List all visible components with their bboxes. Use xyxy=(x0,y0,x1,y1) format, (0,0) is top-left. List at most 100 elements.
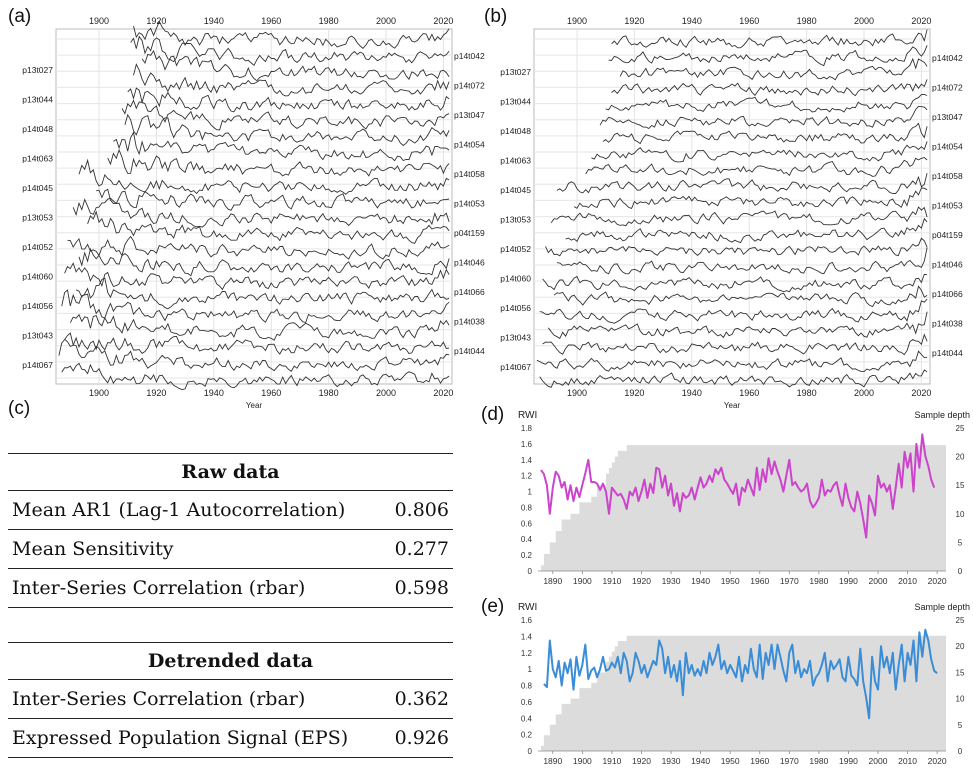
series-line xyxy=(556,173,928,194)
series-line xyxy=(78,247,450,277)
series-label-left: p14t067 xyxy=(22,360,53,370)
statistics-table: Raw data Mean AR1 (Lag-1 Autocorrelation)… xyxy=(8,453,453,758)
series-label-left: p14t045 xyxy=(500,185,531,195)
series-label-left: p14t063 xyxy=(22,154,53,164)
series-label-right: p14t058 xyxy=(932,171,963,181)
x-tick-label: 1890 xyxy=(543,576,562,586)
y-tick-label: 1 xyxy=(528,665,533,674)
stat-value: 0.362 xyxy=(394,688,449,710)
series-label-left: p13t027 xyxy=(500,67,531,77)
series-label-right: p14t046 xyxy=(454,258,485,268)
x-tick-label: 2010 xyxy=(898,756,917,766)
series-label-right: p14t038 xyxy=(932,319,963,329)
x-tick-label-top: 2000 xyxy=(854,16,874,26)
sample-depth-area xyxy=(540,445,946,571)
series-label-right: p14t046 xyxy=(932,260,963,270)
y-right-tick-label: 0 xyxy=(958,567,963,576)
series-line xyxy=(550,206,928,227)
series-label-left: p14t067 xyxy=(500,362,531,372)
series-label-left: p13t043 xyxy=(500,333,531,343)
x-tick-label: 1980 xyxy=(797,388,817,398)
x-tick-label: 1890 xyxy=(543,756,562,766)
x-tick-label: 1900 xyxy=(567,388,587,398)
series-line xyxy=(130,35,450,67)
series-label-left: p14t063 xyxy=(500,156,531,166)
x-tick-label: 1950 xyxy=(721,756,740,766)
raw-chronology-chart: 0 0.2 0.4 0.6 0.8 1 1.2 1.4 1.6 1.8 0 5 10 15 20 25 1890… xyxy=(518,410,970,586)
x-tick-label: 2020 xyxy=(928,576,947,586)
series-line xyxy=(539,298,928,324)
x-tick-label: 1950 xyxy=(721,576,740,586)
x-tick-label-top: 1920 xyxy=(146,16,166,26)
x-tick-label: 1920 xyxy=(632,756,651,766)
y-axis-label: RWI xyxy=(518,602,537,613)
panel-a-letter: (a) xyxy=(8,6,32,27)
series-line xyxy=(96,188,450,211)
y-tick-label: 1.6 xyxy=(521,440,533,449)
series-line xyxy=(107,148,450,177)
x-tick-label-top: 1960 xyxy=(739,16,759,26)
y-right-axis-label: Sample depth xyxy=(914,410,970,420)
stat-label: Inter-Series Correlation (rbar) xyxy=(12,577,306,599)
y-tick-label: 1.4 xyxy=(521,632,533,641)
series-line xyxy=(124,113,450,147)
x-tick-label: 1910 xyxy=(602,756,621,766)
series-label-left: p14t045 xyxy=(22,183,53,193)
y-tick-label: 0.2 xyxy=(521,551,533,560)
series-label-right: p14t044 xyxy=(454,346,485,356)
series-label-right: p14t054 xyxy=(932,142,963,152)
series-label-left: p13t053 xyxy=(22,213,53,223)
series-label-right: p13t047 xyxy=(932,112,963,122)
x-tick-label-top: 1960 xyxy=(261,16,281,26)
table-row: Mean Sensitivity 0.277 xyxy=(8,530,453,569)
panel-b-letter: (b) xyxy=(484,6,508,27)
x-tick-label: 1970 xyxy=(780,756,799,766)
x-tick-label: 2000 xyxy=(854,388,874,398)
series-label-right: p04t159 xyxy=(932,230,963,240)
y-right-tick-label: 0 xyxy=(958,747,963,756)
y-right-tick-label: 10 xyxy=(956,695,965,704)
x-tick-label: 1960 xyxy=(739,388,759,398)
table-row: Inter-Series Correlation (rbar) 0.362 xyxy=(8,680,453,719)
series-line xyxy=(599,105,928,130)
panel-c-letter: (c) xyxy=(8,398,31,419)
rwi-line xyxy=(543,628,938,720)
series-line xyxy=(542,273,928,293)
series-label-right: p14t042 xyxy=(932,53,963,63)
series-label-left: p14t060 xyxy=(22,272,53,282)
x-tick-label: 1980 xyxy=(809,756,828,766)
series-label-left: p13t043 xyxy=(22,331,53,341)
y-tick-label: 1.6 xyxy=(521,616,533,625)
x-tick-label: 1990 xyxy=(839,756,858,766)
y-tick-label: 0 xyxy=(528,747,533,756)
series-label-right: p14t042 xyxy=(454,51,485,61)
series-label-right: p13t047 xyxy=(454,110,485,120)
plot-frame xyxy=(533,28,931,385)
x-tick-label-top: 2020 xyxy=(911,16,931,26)
series-label-right: p14t058 xyxy=(454,169,485,179)
x-axis-label: Year xyxy=(724,401,741,410)
x-tick-label: 1940 xyxy=(691,756,710,766)
x-tick-label: 1960 xyxy=(261,388,281,398)
x-tick-label: 2020 xyxy=(928,756,947,766)
series-line xyxy=(133,20,450,50)
x-tick-label: 1960 xyxy=(750,576,769,586)
y-tick-label: 1 xyxy=(528,488,533,497)
series-label-left: p14t056 xyxy=(500,303,531,313)
series-line xyxy=(553,285,928,308)
x-tick-label: 1920 xyxy=(146,388,166,398)
series-label-right: p14t038 xyxy=(454,317,485,327)
y-right-tick-label: 20 xyxy=(956,453,965,462)
sample-depth-area xyxy=(540,635,946,751)
x-tick-label: 2000 xyxy=(869,756,888,766)
x-tick-label: 1900 xyxy=(573,756,592,766)
series-line xyxy=(565,217,928,244)
stat-label: Mean AR1 (Lag-1 Autocorrelation) xyxy=(12,499,346,521)
detrended-series-plot: 1900 1900 1920 1920 1940 1940 1960 1960 1980 1980… xyxy=(500,16,963,410)
series-line xyxy=(127,87,450,113)
series-line xyxy=(141,49,450,82)
stat-label: Inter-Series Correlation (rbar) xyxy=(12,688,306,710)
series-label-right: p14t072 xyxy=(932,83,963,93)
series-label-left: p14t056 xyxy=(22,301,53,311)
series-line xyxy=(611,79,928,97)
